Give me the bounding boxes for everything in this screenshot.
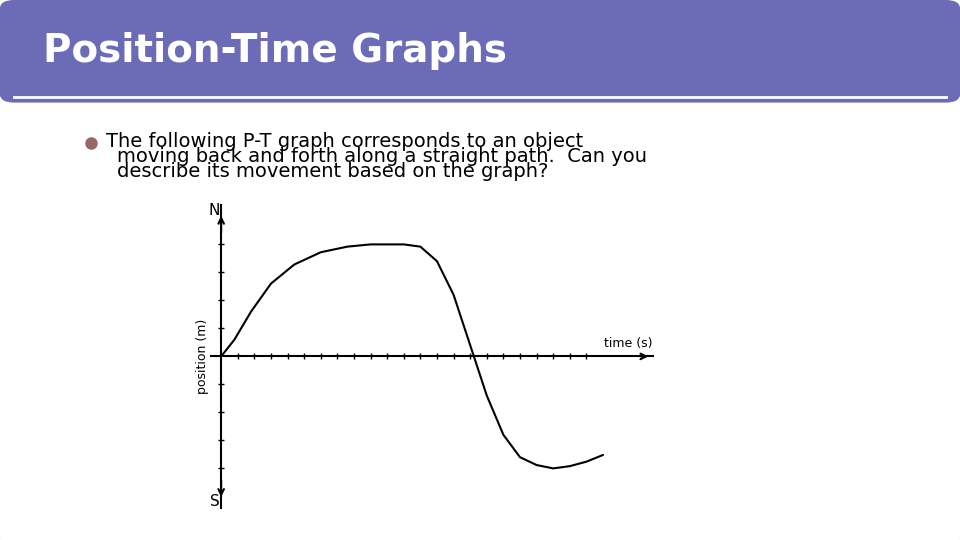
Text: S: S [209, 495, 220, 510]
Text: N: N [208, 203, 220, 218]
Text: The following P-T graph corresponds to an object: The following P-T graph corresponds to a… [106, 132, 583, 151]
Text: Position-Time Graphs: Position-Time Graphs [43, 32, 507, 70]
Text: moving back and forth along a straight path.  Can you: moving back and forth along a straight p… [117, 147, 647, 166]
Text: describe its movement based on the graph?: describe its movement based on the graph… [117, 162, 548, 181]
Text: position (m): position (m) [197, 319, 209, 394]
Text: time (s): time (s) [604, 336, 652, 350]
FancyBboxPatch shape [0, 0, 960, 103]
